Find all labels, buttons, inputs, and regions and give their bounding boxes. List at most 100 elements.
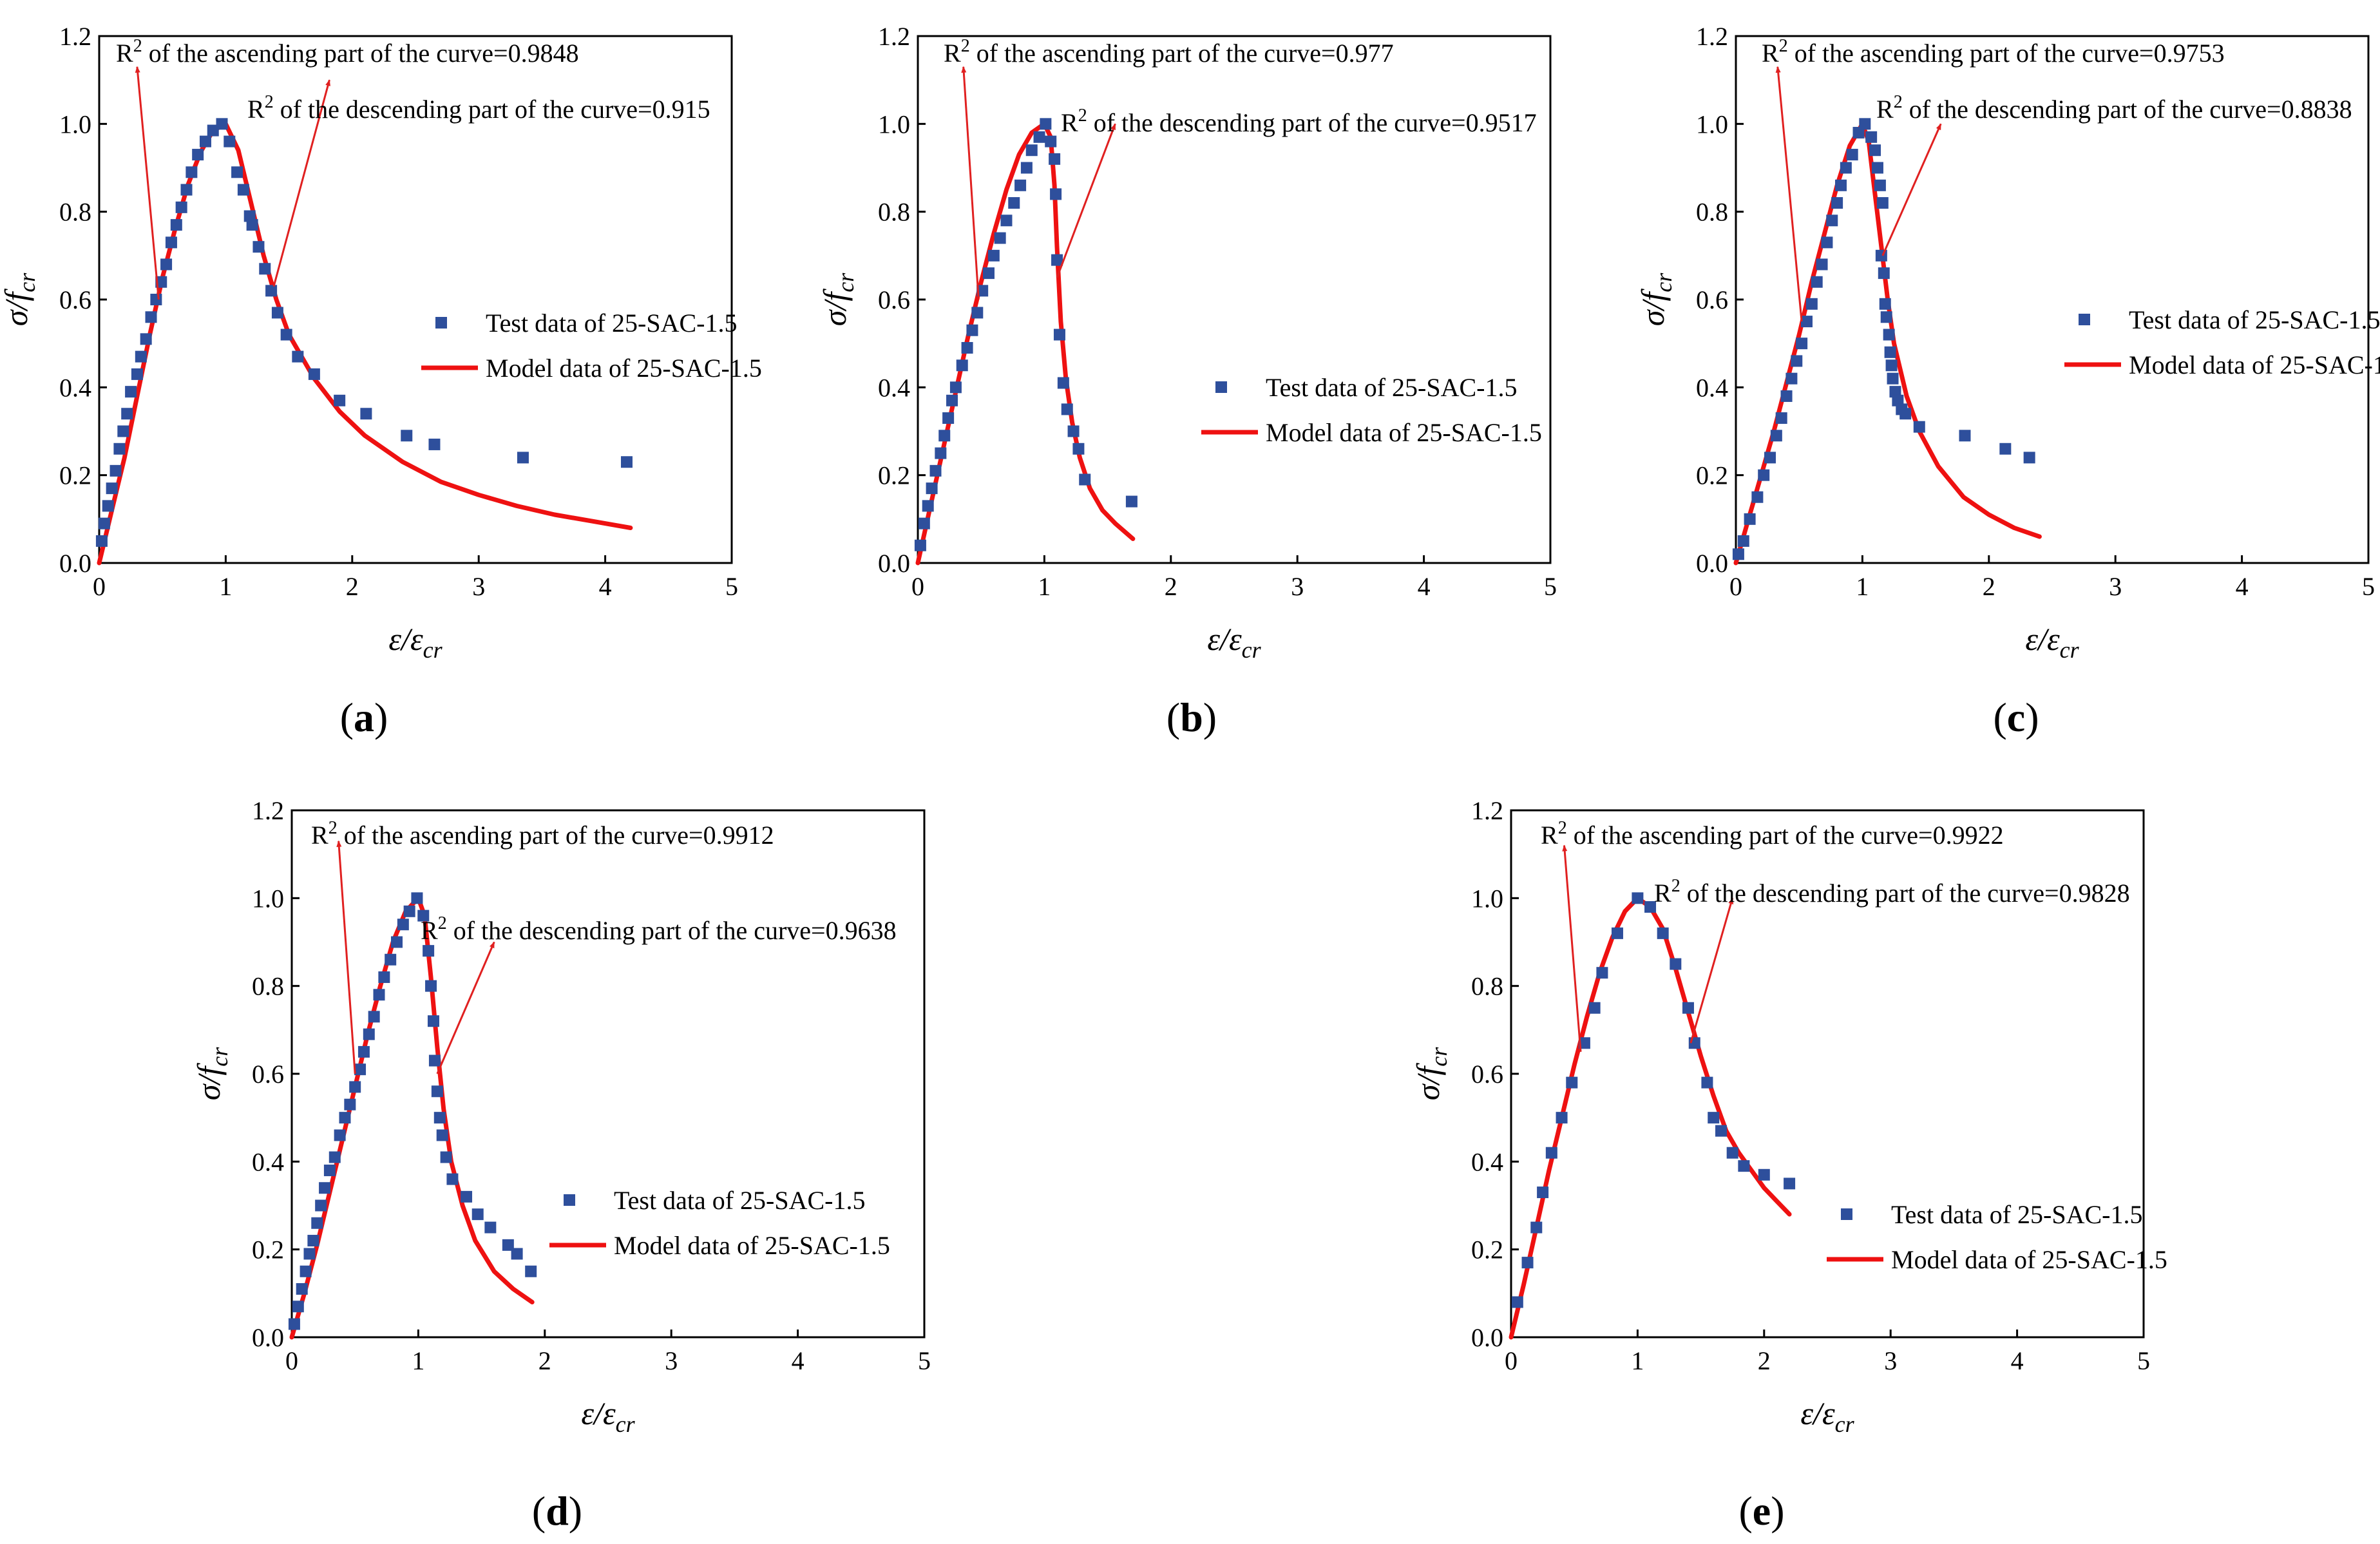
test-data-point — [428, 1054, 441, 1067]
test-data-point — [1859, 118, 1871, 130]
x-tick-label: 1 — [1856, 572, 1869, 601]
test-data-point — [344, 1098, 356, 1110]
y-tick-label: 0.0 — [252, 1323, 284, 1352]
test-data-point — [296, 1283, 308, 1295]
test-data-point — [1780, 390, 1793, 402]
test-data-point — [1999, 443, 2012, 455]
x-tick-label: 3 — [2109, 572, 2122, 601]
y-tick-label: 0.0 — [878, 549, 910, 578]
test-data-point — [401, 430, 413, 442]
x-tick-label: 4 — [792, 1346, 804, 1375]
y-tick-label: 0.0 — [1696, 549, 1728, 578]
x-tick-label: 0 — [1729, 572, 1742, 601]
test-data-point — [1816, 258, 1828, 271]
test-data-point — [1033, 131, 1045, 143]
test-data-point — [1785, 372, 1798, 385]
x-tick-label: 5 — [2362, 572, 2375, 601]
y-tick-label: 0.6 — [59, 285, 91, 314]
test-data-point — [354, 1063, 367, 1076]
r2-descending-label: R2 of the descending part of the curve=0… — [1654, 876, 2130, 908]
y-tick-label: 0.2 — [59, 461, 91, 490]
test-data-point — [1846, 149, 1858, 161]
test-data-point — [1067, 425, 1080, 437]
x-tick-label: 1 — [219, 572, 232, 601]
test-data-point — [502, 1239, 514, 1251]
test-data-point — [517, 452, 529, 464]
test-data-point — [1879, 298, 1891, 310]
test-data-point — [378, 971, 390, 984]
legend: Test data of 25-SAC-1.5 Model data of 25-… — [549, 1186, 890, 1260]
test-data-point — [243, 210, 256, 222]
test-data-point — [102, 500, 114, 512]
r2-ascending-arrow — [336, 840, 356, 1074]
test-data-point — [918, 517, 930, 529]
y-tick-label: 0.4 — [1696, 373, 1728, 402]
chart-panel-a: 0 1 2 3 4 5 0.0 0.2 0.4 0.6 0.8 1.0 1.2 ε/εcr σ/fcr R2 … — [0, 22, 762, 740]
test-data-point — [1596, 967, 1608, 979]
test-data-point — [620, 456, 633, 468]
test-data-point — [440, 1151, 452, 1163]
legend-model-label: Model data of 25-SAC-1.5 — [1266, 418, 1542, 447]
x-tick-label: 1 — [1631, 1346, 1644, 1375]
test-data-point — [385, 953, 397, 966]
y-tick-label: 1.2 — [59, 22, 91, 51]
y-tick-label: 0.2 — [252, 1235, 284, 1264]
x-axis-title: ε/εcr — [581, 1395, 635, 1437]
test-data-point — [1871, 162, 1883, 174]
y-tick-label: 0.6 — [1471, 1060, 1503, 1089]
test-data-point — [1708, 1112, 1720, 1124]
test-data-point — [1556, 1112, 1568, 1124]
test-data-point — [180, 184, 193, 196]
test-data-point — [1744, 513, 1756, 525]
test-data-point — [1511, 1296, 1523, 1308]
test-data-point — [1000, 214, 1013, 227]
legend-test-label: Test data of 25-SAC-1.5 — [2129, 305, 2380, 334]
panel-caption: (e) — [1738, 1488, 1784, 1534]
test-data-point — [1566, 1076, 1578, 1089]
test-data-point — [511, 1248, 523, 1260]
test-data-point — [1020, 162, 1033, 174]
test-data-point — [98, 517, 110, 529]
y-tick-label: 1.0 — [1696, 110, 1728, 138]
x-axis-title: ε/εcr — [1800, 1395, 1854, 1437]
legend-test-label: Test data of 25-SAC-1.5 — [486, 309, 737, 338]
y-tick-label: 0.6 — [1696, 285, 1728, 314]
test-data-point — [525, 1265, 537, 1277]
x-tick-label: 2 — [1165, 572, 1177, 601]
x-tick-label: 0 — [285, 1346, 298, 1375]
test-data-point — [1726, 1147, 1738, 1159]
y-axis-title: σ/fcr — [1410, 1047, 1452, 1100]
test-data-point — [403, 905, 415, 917]
chart-panel-c: 0 1 2 3 4 5 0.0 0.2 0.4 0.6 0.8 1.0 1.2 ε/εcr σ/fcr R2 … — [1635, 22, 2380, 740]
y-tick-label: 0.2 — [878, 461, 910, 490]
r2-ascending-label: R2 of the ascending part of the curve=0.… — [944, 36, 1394, 68]
test-data-point — [1737, 535, 1749, 547]
test-data-point — [1764, 452, 1776, 464]
test-data-point — [428, 438, 441, 450]
x-tick-label: 4 — [2011, 1346, 2024, 1375]
test-data-point — [237, 184, 249, 196]
r2-ascending-arrow — [1775, 66, 1803, 322]
test-data-point — [1884, 346, 1896, 358]
r2-descending-label: R2 of the descending part of the curve=0… — [1876, 92, 2352, 124]
test-data-point — [1688, 1037, 1700, 1049]
x-tick-label: 3 — [472, 572, 485, 601]
legend-test-label: Test data of 25-SAC-1.5 — [1891, 1200, 2142, 1229]
test-data-point — [1899, 408, 1912, 420]
r2-ascending-label: R2 of the ascending part of the curve=0.… — [1541, 818, 2004, 850]
test-data-point — [170, 219, 182, 231]
r2-descending-arrow — [1690, 897, 1734, 1044]
x-tick-label: 2 — [1983, 572, 1995, 601]
test-data-point — [125, 386, 137, 398]
model-curve — [1733, 121, 2042, 566]
test-data-point — [1051, 254, 1063, 266]
test-data-point — [259, 263, 271, 275]
x-tick-label: 5 — [2137, 1346, 2150, 1375]
test-data-point — [427, 1015, 439, 1027]
y-tick-label: 1.0 — [252, 884, 284, 913]
x-tick-label: 2 — [1758, 1346, 1771, 1375]
test-data-point — [914, 539, 926, 551]
test-data-point — [982, 267, 995, 280]
r2-ascending-label: R2 of the ascending part of the curve=0.… — [116, 36, 579, 68]
